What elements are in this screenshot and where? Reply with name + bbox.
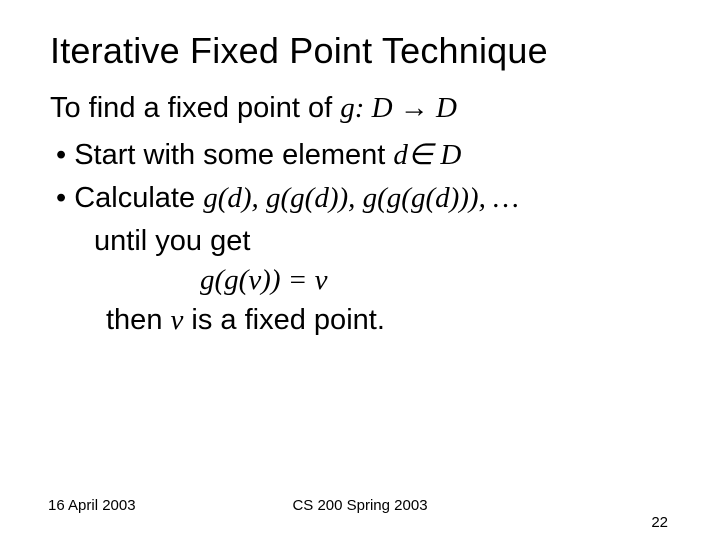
slide-footer: 16 April 2003 CS 200 Spring 2003 22 xyxy=(0,497,720,514)
bullet-2-line-1: Calculate g(d), g(g(d)), g(g(g(d))), … xyxy=(50,180,680,217)
equation-line: g(g(v)) = v xyxy=(50,262,680,299)
bullet-2-prefix: Calculate xyxy=(74,182,203,214)
lead-line: To find a fixed point of g: D → D xyxy=(50,90,680,127)
then-prefix: then xyxy=(106,304,171,336)
then-line: then v is a fixed point. xyxy=(50,302,680,339)
footer-page-number: 22 xyxy=(651,514,668,531)
bullet-2-line-2: until you get xyxy=(50,223,680,260)
g-declaration: g: D → D xyxy=(340,92,457,124)
equation: g(g(v)) = v xyxy=(200,264,327,296)
slide-title: Iterative Fixed Point Technique xyxy=(50,30,680,72)
slide: Iterative Fixed Point Technique To find … xyxy=(0,0,720,540)
d-in-D: d∈ D xyxy=(393,139,461,171)
bullet-1-text: Start with some element xyxy=(74,139,393,171)
then-suffix: is a fixed point. xyxy=(183,304,385,336)
v-var: v xyxy=(171,304,184,336)
bullet-1: Start with some element d∈ D xyxy=(50,137,680,174)
g-sequence: g(d), g(g(d)), g(g(g(d))), … xyxy=(203,182,519,214)
lead-prefix: To find a fixed point of xyxy=(50,92,340,124)
footer-date: 16 April 2003 xyxy=(48,497,136,514)
slide-body: To find a fixed point of g: D → D Start … xyxy=(50,90,680,339)
